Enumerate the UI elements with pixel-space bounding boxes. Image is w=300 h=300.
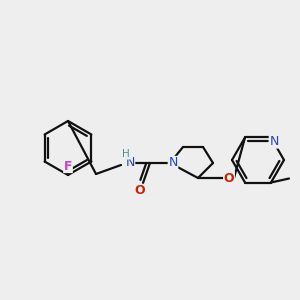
Text: N: N (125, 157, 135, 169)
Text: N: N (269, 135, 279, 148)
Text: O: O (224, 172, 234, 184)
Text: O: O (135, 184, 145, 197)
Text: N: N (168, 157, 178, 169)
Text: H: H (122, 149, 130, 159)
Text: F: F (64, 160, 72, 172)
